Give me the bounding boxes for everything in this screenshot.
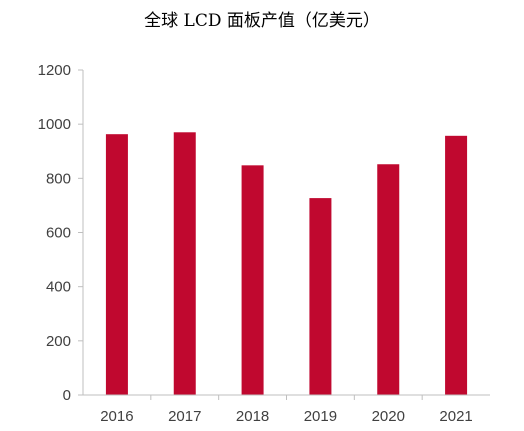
x-tick-label: 2018 [236,408,269,425]
y-tick-label: 800 [46,170,71,187]
x-tick-label: 2021 [439,408,472,425]
bar-2020 [377,164,400,395]
x-tick-label: 2017 [168,408,201,425]
y-tick-label: 400 [46,279,71,296]
bars [105,132,468,395]
bar-2018 [241,165,264,395]
x-tick-label: 2016 [100,408,133,425]
y-tick-label: 1200 [38,62,71,79]
bar-2016 [105,134,128,395]
x-tick-label: 2020 [372,408,405,425]
y-tick-label: 200 [46,333,71,350]
bar-2021 [445,135,468,395]
chart-title: 全球 LCD 面板产值（亿美元） [144,11,380,31]
y-tick-label: 600 [46,225,71,242]
x-axis-ticks: 2016 2017 2018 2019 2020 2021 [100,395,473,425]
y-axis-ticks: 0 200 400 600 800 1000 1200 [38,62,83,404]
bar-2019 [309,198,332,395]
bar-2017 [173,132,196,395]
y-tick-label: 0 [63,387,71,404]
x-tick-label: 2019 [304,408,337,425]
y-tick-label: 1000 [38,116,71,133]
